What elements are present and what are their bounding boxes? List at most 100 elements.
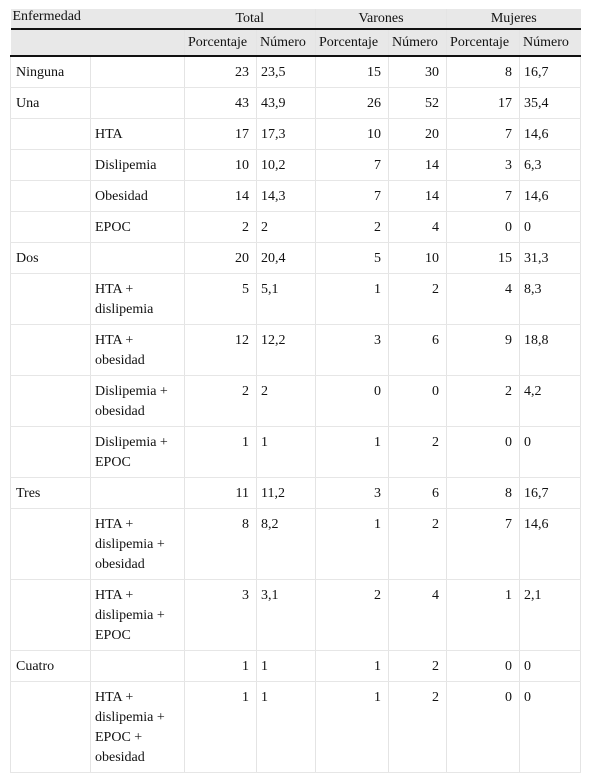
varones-numero-cell: 30 — [388, 56, 447, 88]
mujeres-porcentaje-cell: 17 — [446, 87, 520, 119]
total-porcentaje-cell: 2 — [184, 211, 257, 243]
varones-porcentaje-cell: 1 — [315, 650, 389, 682]
table-row: Dislipemia + obesidad 2 2 0 0 2 4,2 — [10, 375, 582, 427]
total-numero-cell: 10,2 — [255, 149, 316, 181]
mujeres-numero-header: Número — [519, 29, 581, 57]
total-porcentaje-cell: 12 — [184, 324, 257, 376]
category-cell — [10, 180, 91, 212]
mujeres-numero-cell: 18,8 — [519, 324, 582, 376]
varones-porcentaje-cell: 1 — [315, 681, 389, 773]
table-row: HTA + dislipemia + EPOC 3 3,1 2 4 1 2,1 — [10, 579, 582, 651]
varones-porcentaje-cell: 7 — [315, 180, 389, 212]
mujeres-numero-cell: 6,3 — [519, 149, 582, 181]
varones-porcentaje-cell: 2 — [315, 579, 389, 651]
total-porcentaje-cell: 1 — [184, 650, 257, 682]
category-cell — [10, 579, 91, 651]
total-numero-cell: 1 — [255, 681, 316, 773]
total-numero-cell: 20,4 — [255, 242, 316, 274]
subcategory-cell — [90, 650, 185, 682]
mujeres-porcentaje-cell: 0 — [446, 426, 520, 478]
varones-porcentaje-cell: 0 — [315, 375, 389, 427]
varones-numero-cell: 2 — [388, 681, 447, 773]
category-cell: Una — [10, 87, 91, 119]
subcategory-cell: EPOC — [90, 211, 185, 243]
table-row: HTA + obesidad 12 12,2 3 6 9 18,8 — [10, 324, 582, 376]
varones-porcentaje-cell: 2 — [315, 211, 389, 243]
category-cell — [10, 508, 91, 580]
varones-porcentaje-cell: 26 — [315, 87, 389, 119]
table-row: Ninguna 23 23,5 15 30 8 16,7 — [10, 56, 582, 88]
table-row: EPOC 2 2 2 4 0 0 — [10, 211, 582, 243]
mujeres-header: Mujeres — [446, 9, 581, 30]
subcategory-cell: Obesidad — [90, 180, 185, 212]
subheader-blank-2 — [90, 29, 185, 57]
total-porcentaje-header: Porcentaje — [184, 29, 257, 57]
mujeres-porcentaje-cell: 1 — [446, 579, 520, 651]
varones-numero-cell: 6 — [388, 477, 447, 509]
mujeres-porcentaje-cell: 0 — [446, 681, 520, 773]
total-porcentaje-cell: 11 — [184, 477, 257, 509]
total-numero-cell: 1 — [255, 426, 316, 478]
varones-porcentaje-cell: 1 — [315, 273, 389, 325]
mujeres-porcentaje-cell: 8 — [446, 56, 520, 88]
mujeres-numero-cell: 14,6 — [519, 118, 582, 150]
mujeres-numero-cell: 8,3 — [519, 273, 582, 325]
mujeres-numero-cell: 0 — [519, 650, 582, 682]
varones-porcentaje-cell: 3 — [315, 324, 389, 376]
subcategory-cell: HTA + dislipemia + EPOC — [90, 579, 185, 651]
subcategory-cell: Dislipemia + EPOC — [90, 426, 185, 478]
subcategory-cell: HTA + dislipemia — [90, 273, 185, 325]
varones-numero-cell: 6 — [388, 324, 447, 376]
varones-porcentaje-cell: 7 — [315, 149, 389, 181]
table-row: Dos 20 20,4 5 10 15 31,3 — [10, 242, 582, 274]
varones-porcentaje-cell: 5 — [315, 242, 389, 274]
category-cell — [10, 375, 91, 427]
table-row: Obesidad 14 14,3 7 14 7 14,6 — [10, 180, 582, 212]
mujeres-porcentaje-cell: 7 — [446, 508, 520, 580]
total-numero-cell: 12,2 — [255, 324, 316, 376]
mujeres-numero-cell: 2,1 — [519, 579, 582, 651]
total-porcentaje-cell: 14 — [184, 180, 257, 212]
mujeres-numero-cell: 0 — [519, 681, 582, 773]
mujeres-porcentaje-cell: 0 — [446, 211, 520, 243]
category-cell: Ninguna — [10, 56, 91, 88]
category-cell: Tres — [10, 477, 91, 509]
table-row: Tres 11 11,2 3 6 8 16,7 — [10, 477, 582, 509]
category-cell — [10, 426, 91, 478]
total-numero-cell: 14,3 — [255, 180, 316, 212]
category-cell — [10, 273, 91, 325]
table-header: Enfermedad Total Varones Mujeres Porcent… — [10, 9, 581, 57]
mujeres-numero-cell: 35,4 — [519, 87, 582, 119]
total-porcentaje-cell: 20 — [184, 242, 257, 274]
total-porcentaje-cell: 1 — [184, 681, 257, 773]
total-header: Total — [184, 9, 316, 30]
varones-numero-cell: 20 — [388, 118, 447, 150]
enfermedad-header: Enfermedad — [10, 9, 91, 30]
table-row: Cuatro 1 1 1 2 0 0 — [10, 650, 582, 682]
varones-numero-cell: 2 — [388, 426, 447, 478]
mujeres-numero-cell: 14,6 — [519, 180, 582, 212]
subcategory-cell — [90, 242, 185, 274]
varones-porcentaje-cell: 3 — [315, 477, 389, 509]
varones-numero-header: Número — [388, 29, 447, 57]
category-cell — [10, 324, 91, 376]
total-porcentaje-cell: 17 — [184, 118, 257, 150]
table-row: Dislipemia + EPOC 1 1 1 2 0 0 — [10, 426, 582, 478]
varones-numero-cell: 2 — [388, 273, 447, 325]
varones-porcentaje-cell: 1 — [315, 508, 389, 580]
mujeres-porcentaje-cell: 0 — [446, 650, 520, 682]
total-numero-cell: 1 — [255, 650, 316, 682]
subcategory-cell — [90, 56, 185, 88]
table-row: Una 43 43,9 26 52 17 35,4 — [10, 87, 582, 119]
varones-numero-cell: 14 — [388, 180, 447, 212]
table-row: HTA + dislipemia + obesidad 8 8,2 1 2 7 14,6 — [10, 508, 582, 580]
total-numero-cell: 5,1 — [255, 273, 316, 325]
total-numero-cell: 43,9 — [255, 87, 316, 119]
total-porcentaje-cell: 1 — [184, 426, 257, 478]
subcategory-cell: HTA — [90, 118, 185, 150]
table-row: Dislipemia 10 10,2 7 14 3 6,3 — [10, 149, 582, 181]
total-numero-cell: 11,2 — [255, 477, 316, 509]
subcategory-cell: Dislipemia + obesidad — [90, 375, 185, 427]
total-porcentaje-cell: 10 — [184, 149, 257, 181]
subcategory-cell — [90, 477, 185, 509]
